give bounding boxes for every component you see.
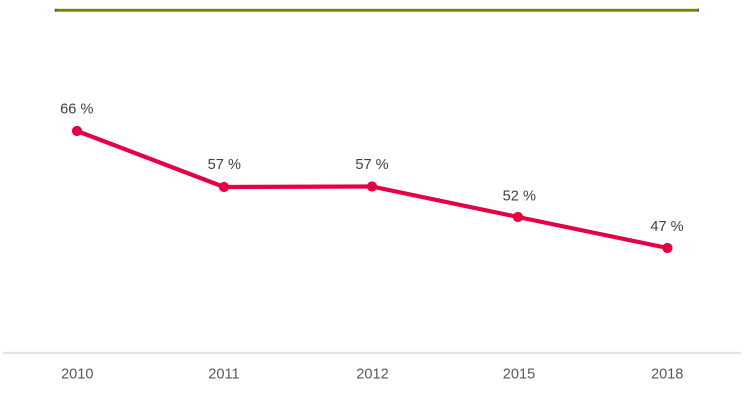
svg-text:47 %: 47 % [650,219,683,235]
svg-text:2012: 2012 [356,367,388,383]
svg-text:66 %: 66 % [60,102,93,118]
svg-text:57 %: 57 % [355,157,388,173]
svg-text:57 %: 57 % [208,157,241,173]
svg-text:2010: 2010 [61,367,93,383]
svg-text:2011: 2011 [208,367,239,383]
svg-text:2018: 2018 [651,367,683,383]
svg-text:2015: 2015 [503,367,535,383]
svg-text:52 %: 52 % [503,189,536,205]
